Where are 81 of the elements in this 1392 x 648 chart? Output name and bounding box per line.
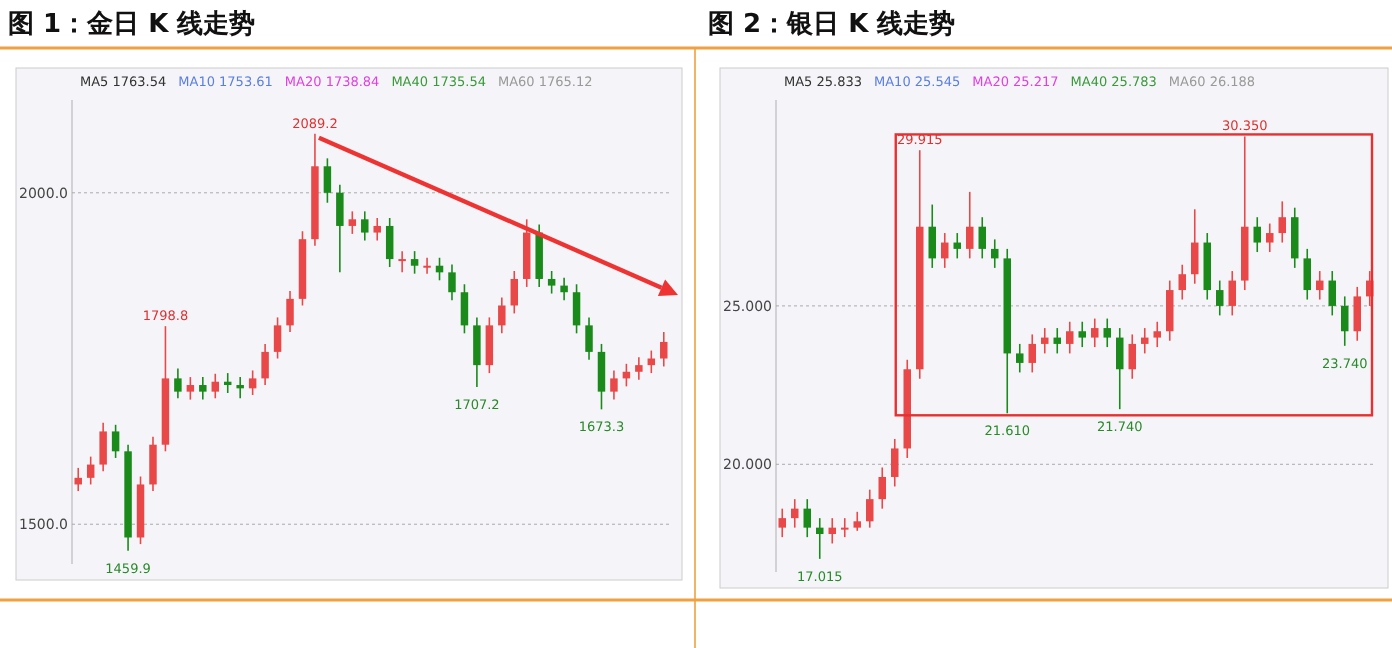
candlestick: [791, 498, 799, 529]
candlestick: [1066, 320, 1074, 355]
candlestick: [610, 369, 618, 401]
candlestick: [273, 316, 282, 360]
candlestick: [236, 376, 244, 400]
candlestick: [1103, 317, 1111, 348]
candlestick: [211, 372, 220, 400]
candlestick: [597, 343, 606, 411]
candlestick: [1178, 263, 1186, 301]
candlestick: [891, 438, 899, 488]
candlestick: [1216, 279, 1224, 317]
candlestick: [928, 203, 936, 269]
candlestick: [1153, 320, 1161, 348]
chart-title: 图 2：银日 K 线走势: [708, 8, 956, 40]
candlestick: [660, 331, 668, 368]
candlestick: [323, 157, 332, 204]
candlestick: [174, 367, 182, 400]
candlestick: [423, 256, 431, 275]
candlestick: [803, 498, 811, 538]
candlestick: [373, 217, 381, 242]
candlestick: [1028, 333, 1036, 374]
candlestick: [448, 263, 456, 301]
candlestick: [572, 283, 581, 335]
candlestick: [635, 356, 643, 381]
candlestick: [510, 270, 519, 315]
candlestick: [1341, 295, 1349, 347]
candlestick: [1091, 317, 1099, 348]
candlestick: [1316, 270, 1324, 301]
candlestick: [841, 517, 849, 538]
candlestick: [1078, 320, 1086, 348]
candlestick: [348, 210, 357, 235]
candlestick: [485, 316, 494, 374]
candlestick: [1128, 333, 1136, 380]
candlestick: [966, 191, 974, 260]
candlestick: [86, 455, 95, 486]
candlestick: [1166, 279, 1174, 342]
candlestick: [535, 223, 543, 288]
candlestick: [853, 511, 861, 532]
candlestick: [1291, 206, 1299, 269]
candlestick: [878, 466, 886, 510]
candlestick: [1303, 248, 1311, 301]
candlestick: [1278, 200, 1286, 244]
candlestick: [286, 290, 294, 333]
candlestick: [1141, 327, 1149, 355]
candlestick: [336, 184, 344, 274]
candlestick: [991, 238, 999, 269]
candlestick: [866, 488, 874, 529]
candlestick: [1116, 327, 1124, 410]
candlestick: [1253, 216, 1261, 253]
candlestick: [385, 217, 394, 268]
candlestick: [410, 250, 419, 275]
candlestick: [941, 232, 949, 269]
candlestick: [1191, 208, 1199, 285]
candlestick: [1266, 222, 1274, 253]
candlestick: [99, 422, 107, 472]
candlestick: [473, 316, 481, 388]
candlestick: [398, 250, 406, 274]
candlestick: [261, 343, 269, 386]
chart-title: 图 1：金日 K 线走势: [8, 8, 256, 40]
candlestick: [522, 218, 531, 288]
candlestick: [498, 296, 506, 335]
candlestick: [74, 467, 82, 492]
candlestick: [978, 216, 986, 260]
candlestick: [1353, 286, 1361, 342]
candlestick: [1203, 232, 1211, 301]
candlestick: [547, 270, 556, 295]
candlestick: [1228, 270, 1236, 317]
candlestick: [361, 210, 369, 242]
candlestick: [111, 424, 120, 459]
candlestick: [560, 276, 568, 301]
candlestick: [1041, 327, 1049, 355]
candlestick: [460, 283, 469, 335]
candlestick: [1016, 343, 1024, 374]
candlestick: [585, 316, 593, 361]
candlestick: [816, 517, 824, 560]
candlestick: [149, 435, 157, 492]
candlestick: [199, 376, 207, 401]
candlestick: [186, 376, 195, 401]
candlestick: [1328, 270, 1336, 317]
candlestick: [248, 369, 257, 396]
candlestick: [778, 507, 786, 538]
